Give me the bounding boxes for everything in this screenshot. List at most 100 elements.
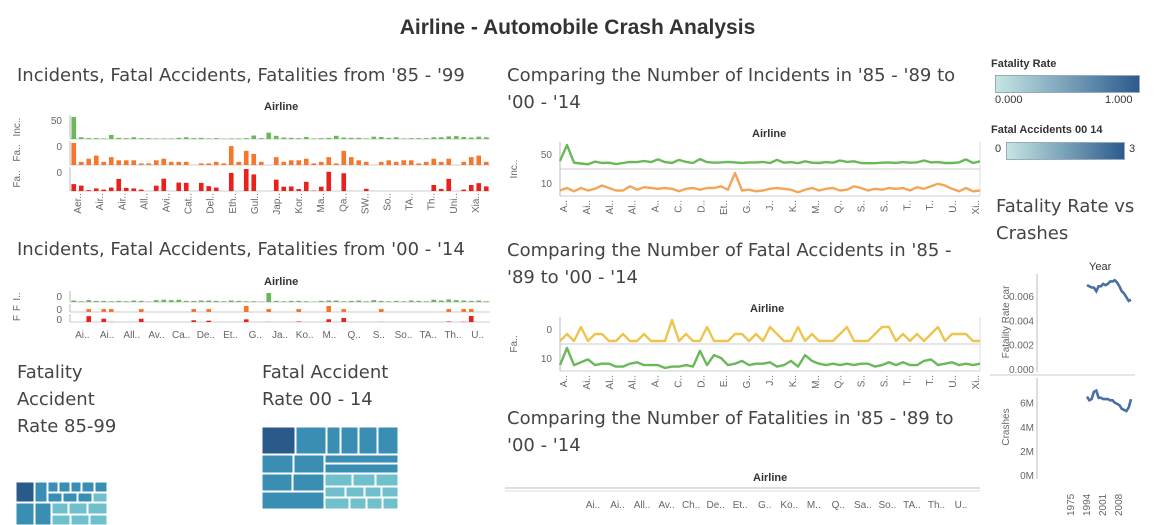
bar-fatalities bbox=[116, 178, 122, 191]
treemap-cell bbox=[345, 486, 365, 498]
bar-incidents bbox=[176, 299, 182, 302]
bar-fatal-accidents bbox=[401, 160, 407, 165]
sheet-title-fatal-accident-rate-00-14: Fatal Accident Rate 00 - 14 bbox=[262, 362, 389, 410]
bar-fatal-accidents bbox=[461, 309, 467, 312]
bar-incidents bbox=[161, 138, 167, 139]
bar-fatal-accidents bbox=[341, 150, 347, 165]
lines-incidents-chart[interactable]: 50 10 Inc.. A.. Ai.. Al.. Al.. A.. C.. D.. Et.. G..… bbox=[505, 140, 985, 220]
bar-fatalities bbox=[251, 174, 257, 191]
bar-incidents bbox=[371, 136, 377, 139]
top-ylabel: Fatality Rate car bbox=[1001, 285, 1012, 358]
bar-incidents bbox=[483, 301, 489, 302]
treemap-cell bbox=[340, 427, 359, 455]
bar-fatal-accidents bbox=[311, 163, 317, 165]
treemap-cell bbox=[377, 427, 398, 455]
treemap-cell bbox=[324, 486, 346, 498]
x-tick-label: Eth.. bbox=[228, 193, 239, 214]
x-tick-label: C.. bbox=[673, 375, 684, 388]
bar-incidents bbox=[348, 300, 354, 302]
bar-incidents bbox=[281, 137, 287, 139]
bar-incidents bbox=[243, 301, 249, 302]
fatality-vs-crashes-chart[interactable]: 0.006 0.004 0.002 0.000 Fatality Rate car 6M 4… bbox=[990, 272, 1140, 525]
lines-fatalities-chart[interactable]: Ai.. Ai.. All.. Av.. Ch.. De.. Et.. G.. Ko.. M.. Q… bbox=[500, 483, 985, 523]
x-tick-label: Kor.. bbox=[294, 193, 305, 214]
y-tick-label: 10 bbox=[541, 179, 553, 190]
x-tick-label: Cat.. bbox=[184, 193, 195, 214]
x-tick-label: S.. bbox=[373, 330, 385, 341]
fatal-accident-rate-00-14-treemap[interactable] bbox=[262, 427, 398, 509]
bar-fatal-accidents bbox=[468, 157, 474, 165]
bars-85-99-chart[interactable]: 50 Inc.. 0 Fa.. 0 Fa.. Aer.. Air.. Air.. All.. Avi… bbox=[10, 113, 495, 223]
bar-incidents bbox=[401, 301, 407, 302]
row-tick-label: 0 bbox=[56, 292, 62, 303]
bar-fatalities bbox=[153, 185, 159, 191]
bar-incidents bbox=[476, 136, 482, 139]
bar-incidents bbox=[393, 137, 399, 139]
row-measure-label: F bbox=[12, 305, 23, 311]
bar-fatalities bbox=[86, 190, 92, 191]
bar-fatalities bbox=[303, 181, 309, 191]
bar-incidents bbox=[416, 138, 422, 139]
treemap-cell bbox=[352, 473, 376, 487]
bar-incidents bbox=[386, 137, 392, 139]
bar-fatalities bbox=[213, 187, 219, 191]
bars-00-14-chart[interactable]: 0 I.. 0 F 0 F Ai.. Ai.. All.. Av.. Ca.. De.. Et.. G..… bbox=[10, 288, 495, 344]
x-tick-label: Ai.. bbox=[586, 500, 600, 511]
bar-fatal-accidents bbox=[296, 160, 302, 165]
fatality-rate-gradient bbox=[995, 75, 1140, 93]
x-tick-label: G.. bbox=[742, 375, 753, 388]
bar-incidents bbox=[461, 300, 467, 302]
x-tick-label: E.. bbox=[719, 375, 730, 387]
x-tick-label: Al.. bbox=[628, 200, 639, 214]
bar-fatal-accidents bbox=[101, 309, 107, 312]
bar-incidents bbox=[183, 300, 189, 302]
bar-incidents bbox=[93, 138, 99, 139]
bar-incidents bbox=[251, 301, 257, 302]
treemap-cell bbox=[375, 473, 398, 487]
x-tick-label: TA.. bbox=[419, 330, 437, 341]
bar-fatal-accidents bbox=[176, 161, 182, 165]
bar-incidents bbox=[341, 137, 347, 139]
lines-fatal-accidents-chart[interactable]: 0 10 Fa.. A.. Ai.. Al.. Al.. A.. C.. D.. E.. G.. J..… bbox=[505, 315, 985, 395]
series-line-0 bbox=[558, 143, 981, 166]
bar-incidents bbox=[213, 300, 219, 302]
x-tick-label: Ai.. bbox=[75, 330, 89, 341]
bar-fatal-accidents bbox=[86, 309, 92, 312]
bar-fatal-accidents bbox=[438, 161, 444, 165]
bar-fatal-accidents bbox=[153, 160, 159, 165]
treemap-cell bbox=[262, 491, 325, 509]
x-tick-label: Th.. bbox=[928, 500, 945, 511]
fatality-rate-legend-min: 0.000 bbox=[995, 94, 1023, 106]
bar-fatal-accidents bbox=[378, 161, 384, 165]
bar-fatal-accidents bbox=[363, 161, 369, 165]
bar-fatalities bbox=[243, 169, 249, 191]
bar-incidents bbox=[146, 138, 152, 139]
bar-fatal-accidents bbox=[431, 158, 437, 165]
bar-incidents bbox=[206, 300, 212, 302]
bar-fatalities bbox=[123, 187, 129, 191]
sheet-title-incidents-85-99: Incidents, Fatal Accidents, Fatalities f… bbox=[17, 65, 465, 86]
bar-fatalities bbox=[138, 189, 144, 191]
bar-fatal-accidents bbox=[86, 158, 92, 165]
treemap-cell bbox=[366, 497, 383, 509]
bar-fatal-accidents bbox=[108, 309, 114, 312]
bar-fatal-accidents bbox=[183, 161, 189, 165]
fatality-accident-rate-treemap[interactable] bbox=[16, 482, 110, 525]
bar-incidents bbox=[438, 300, 444, 302]
bar-fatalities bbox=[341, 173, 347, 191]
x-tick-label: Ma.. bbox=[316, 193, 327, 212]
bar-incidents bbox=[326, 300, 332, 302]
bar-fatalities bbox=[296, 321, 302, 322]
x-tick-label: G.. bbox=[249, 330, 262, 341]
x-tick-label: Sa.. bbox=[854, 500, 872, 511]
bar-incidents bbox=[356, 300, 362, 302]
x-tick-label: Jap.. bbox=[272, 193, 283, 215]
x-tick-label: Q.. bbox=[834, 375, 845, 388]
fatality-rate-line bbox=[1086, 278, 1132, 303]
x-tick-label: Ai.. bbox=[610, 500, 624, 511]
bar-fatal-accidents bbox=[71, 143, 77, 165]
x-tick-label: Et.. bbox=[223, 330, 238, 341]
bar-fatal-accidents bbox=[318, 161, 324, 165]
bar-incidents bbox=[423, 138, 429, 139]
bar-fatalities bbox=[281, 186, 287, 191]
